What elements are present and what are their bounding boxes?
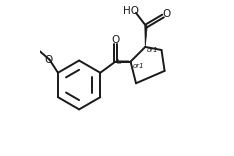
- Text: O: O: [111, 35, 120, 45]
- Polygon shape: [145, 26, 147, 47]
- Text: O: O: [45, 55, 53, 65]
- Text: or1: or1: [133, 63, 144, 69]
- Text: O: O: [162, 9, 171, 19]
- Text: or1: or1: [147, 47, 159, 53]
- Text: HO: HO: [123, 6, 139, 16]
